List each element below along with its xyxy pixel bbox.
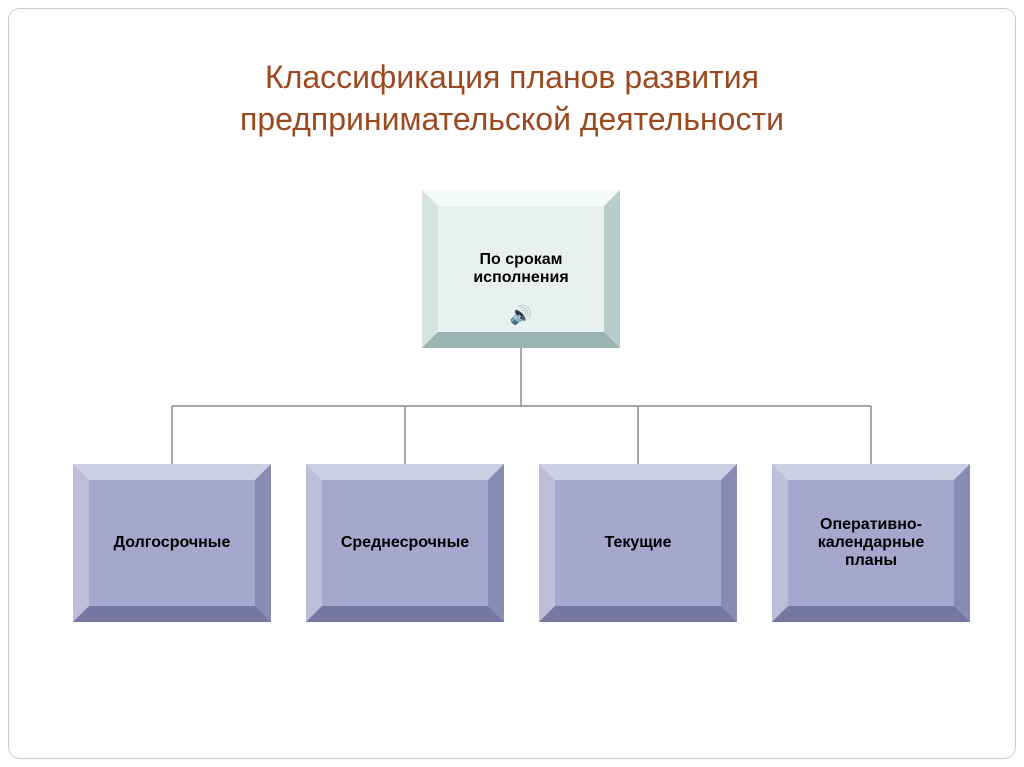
child-node-3-label: Оперативно-календарные планы — [798, 516, 944, 570]
title-line-2: предпринимательской деятельности — [240, 101, 784, 137]
child-node-1-label: Среднесрочные — [341, 534, 469, 552]
root-node: По срокам исполнения 🔊 — [422, 190, 620, 348]
slide-title: Классификация планов развития предприним… — [9, 57, 1015, 140]
title-line-1: Классификация планов развития — [265, 59, 759, 95]
slide-frame: Классификация планов развития предприним… — [8, 8, 1016, 759]
sound-icon: 🔊 — [510, 305, 532, 326]
child-node-3: Оперативно-календарные планы — [772, 464, 970, 622]
child-node-2: Текущие — [539, 464, 737, 622]
child-node-0-label: Долгосрочные — [114, 534, 231, 552]
child-node-2-label: Текущие — [604, 534, 671, 552]
child-node-0: Долгосрочные — [73, 464, 271, 622]
org-chart: По срокам исполнения 🔊 Долгосрочные Сред… — [9, 170, 1015, 690]
root-node-label: По срокам исполнения — [448, 251, 594, 287]
child-node-1: Среднесрочные — [306, 464, 504, 622]
